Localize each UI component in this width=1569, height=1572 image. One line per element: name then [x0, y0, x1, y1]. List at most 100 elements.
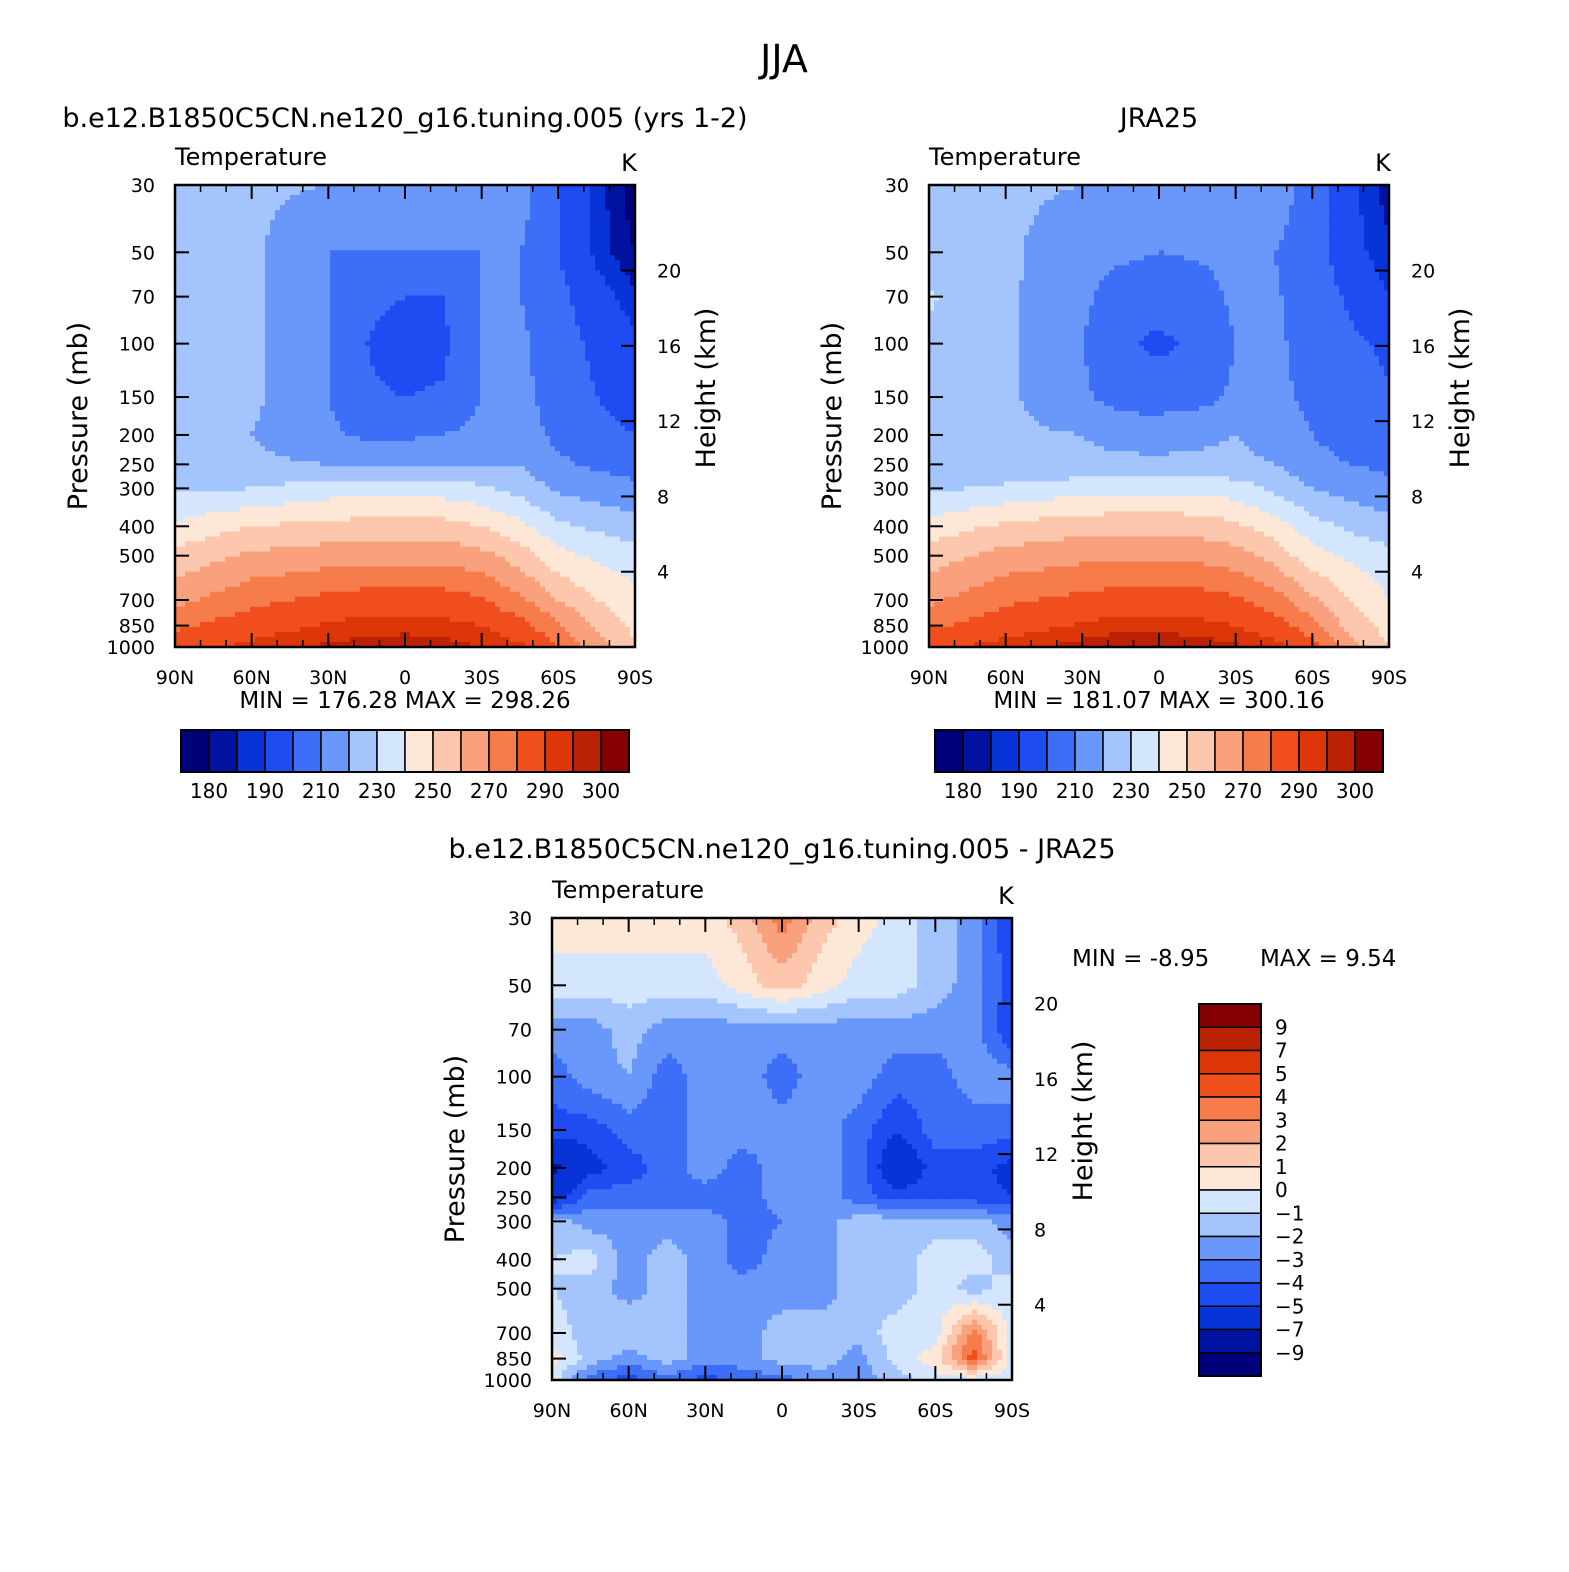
- field-cell: [395, 215, 401, 221]
- field-cell: [460, 225, 466, 231]
- field-cell: [465, 346, 471, 352]
- field-cell: [580, 336, 586, 342]
- field-cell: [625, 255, 631, 261]
- field-cell: [185, 441, 191, 447]
- field-cell: [380, 245, 386, 251]
- field-cell: [505, 280, 511, 286]
- field-cell: [295, 200, 301, 206]
- field-cell: [350, 426, 356, 432]
- field-cell: [295, 235, 301, 241]
- field-cell: [390, 331, 396, 337]
- field-cell: [520, 200, 526, 206]
- field-cell: [480, 280, 486, 286]
- field-cell: [215, 356, 221, 362]
- field-cell: [570, 406, 576, 412]
- field-cell: [300, 240, 306, 246]
- field-cell: [225, 195, 231, 201]
- field-cell: [345, 331, 351, 337]
- field-cell: [390, 351, 396, 357]
- field-cell: [475, 210, 481, 216]
- field-cell: [585, 306, 591, 312]
- field-cell: [320, 366, 326, 372]
- field-cell: [430, 290, 436, 296]
- field-cell: [215, 361, 221, 367]
- field-cell: [520, 366, 526, 372]
- field-cell: [190, 416, 196, 422]
- field-cell: [450, 270, 456, 276]
- field-cell: [425, 275, 431, 281]
- field-cell: [315, 265, 321, 271]
- field-cell: [515, 401, 521, 407]
- field-cell: [435, 356, 441, 362]
- field-cell: [445, 396, 451, 402]
- field-cell: [325, 436, 331, 442]
- field-cell: [410, 346, 416, 352]
- field-cell: [420, 396, 426, 402]
- field-cell: [590, 235, 596, 241]
- field-cell: [490, 441, 496, 447]
- field-cell: [275, 321, 281, 327]
- field-cell: [370, 290, 376, 296]
- field-cell: [480, 446, 486, 452]
- field-cell: [485, 301, 491, 307]
- field-cell: [345, 205, 351, 211]
- field-cell: [435, 301, 441, 307]
- field-cell: [355, 356, 361, 362]
- field-cell: [405, 411, 411, 417]
- field-cell: [190, 245, 196, 251]
- field-cell: [465, 351, 471, 357]
- field-cell: [535, 240, 541, 246]
- field-cell: [225, 270, 231, 276]
- field-cell: [505, 426, 511, 432]
- field-cell: [210, 411, 216, 417]
- field-cell: [595, 295, 601, 301]
- field-cell: [425, 356, 431, 362]
- field-cell: [610, 356, 616, 362]
- field-cell: [620, 275, 626, 281]
- field-cell: [490, 235, 496, 241]
- field-cell: [480, 270, 486, 276]
- field-cell: [360, 260, 366, 266]
- field-cell: [625, 326, 631, 332]
- field-cell: [510, 416, 516, 422]
- field-cell: [460, 446, 466, 452]
- field-cell: [590, 290, 596, 296]
- field-cell: [435, 225, 441, 231]
- field-cell: [310, 421, 316, 427]
- field-cell: [275, 301, 281, 307]
- field-cell: [445, 295, 451, 301]
- field-cell: [345, 321, 351, 327]
- field-cell: [570, 210, 576, 216]
- field-cell: [285, 396, 291, 402]
- field-cell: [425, 346, 431, 352]
- field-cell: [560, 225, 566, 231]
- field-cell: [525, 260, 531, 266]
- field-cell: [290, 275, 296, 281]
- field-cell: [550, 225, 556, 231]
- field-cell: [235, 255, 241, 261]
- field-cell: [580, 341, 586, 347]
- field-cell: [535, 326, 541, 332]
- field-cell: [535, 341, 541, 347]
- field-cell: [445, 426, 451, 432]
- field-cell: [285, 200, 291, 206]
- field-cell: [275, 401, 281, 407]
- field-cell: [220, 285, 226, 291]
- field-cell: [330, 200, 336, 206]
- field-cell: [545, 265, 551, 271]
- field-cell: [195, 426, 201, 432]
- field-cell: [475, 446, 481, 452]
- field-cell: [380, 275, 386, 281]
- field-cell: [625, 306, 631, 312]
- field-cell: [515, 436, 521, 442]
- field-cell: [320, 426, 326, 432]
- field-cell: [465, 200, 471, 206]
- field-cell: [240, 250, 246, 256]
- field-cell: [550, 416, 556, 422]
- field-cell: [400, 220, 406, 226]
- field-cell: [330, 441, 336, 447]
- field-cell: [230, 311, 236, 317]
- field-cell: [290, 456, 296, 462]
- field-cell: [395, 275, 401, 281]
- field-cell: [360, 381, 366, 387]
